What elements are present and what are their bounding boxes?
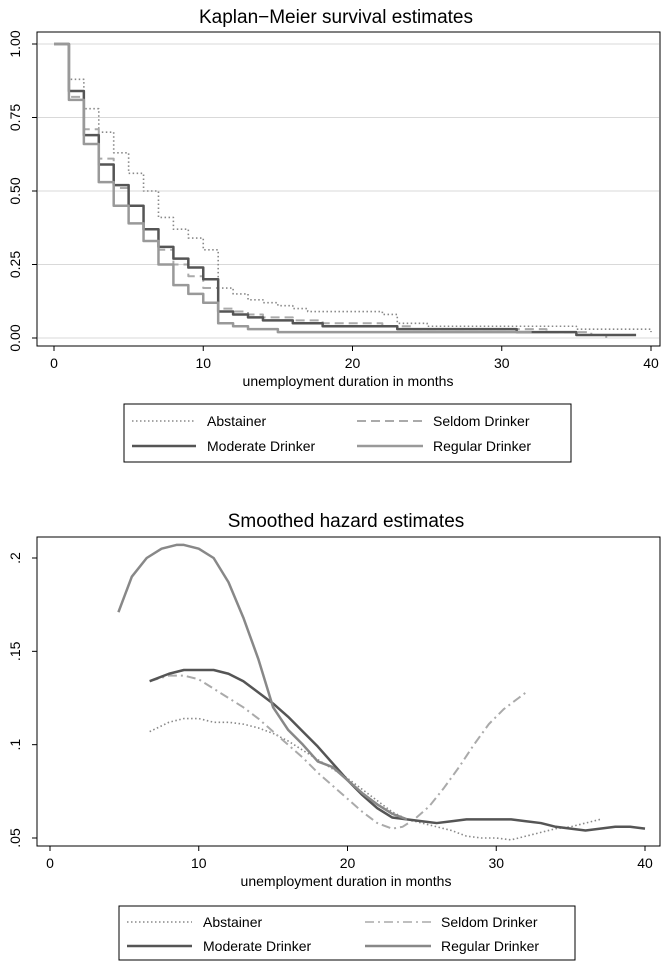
hz-y-tick-label: .2 [7, 552, 23, 564]
km-legend-label-abstainer: Abstainer [207, 413, 266, 429]
km-plot-frame [36, 31, 661, 347]
km-chart: Kaplan−Meier survival estimates 0.00 0.25… [7, 7, 661, 463]
hazard-legend-box [118, 905, 576, 961]
km-series-abstainer [54, 43, 652, 333]
hazard-series-group [117, 543, 646, 841]
hazard-plot-frame [36, 536, 661, 847]
hz-x-tick-label: 30 [488, 855, 504, 871]
hazard-legend: Abstainer Seldom Drinker Moderate Drinke… [118, 905, 576, 961]
km-y-tick-label: 0.50 [7, 177, 23, 204]
km-y-tick-label: 1.00 [7, 30, 23, 57]
hz-series-moderate-drinker [149, 668, 646, 832]
hz-y-tick-label: .15 [7, 641, 23, 661]
hazard-legend-label-moderate: Moderate Drinker [203, 938, 311, 954]
km-series-group [54, 42, 652, 338]
km-x-axis: 0 10 20 30 40 [50, 346, 659, 371]
km-legend-label-moderate: Moderate Drinker [207, 438, 315, 454]
km-x-tick-label: 20 [345, 355, 361, 371]
hz-y-tick-label: .1 [7, 739, 23, 751]
km-gridlines [38, 43, 659, 339]
hazard-x-axis-label: unemployment duration in months [241, 873, 452, 889]
km-x-tick-label: 30 [494, 355, 510, 371]
hz-series-abstainer [149, 717, 601, 841]
km-legend-box [123, 403, 572, 463]
hz-x-tick-label: 20 [340, 855, 356, 871]
hazard-x-axis: 0 10 20 30 40 [46, 846, 653, 871]
hazard-chart: Smoothed hazard estimates .05 .1 .15 .2 0 10… [7, 511, 661, 961]
km-x-tick-label: 0 [50, 355, 58, 371]
km-title: Kaplan−Meier survival estimates [199, 7, 473, 28]
km-y-axis: 0.00 0.25 0.50 0.75 1.00 [7, 30, 37, 352]
km-series-moderate-drinker [54, 42, 637, 337]
km-y-tick-label: 0.00 [7, 324, 23, 351]
km-y-tick-label: 0.25 [7, 251, 23, 278]
km-x-axis-label: unemployment duration in months [243, 373, 454, 389]
hazard-legend-label-seldom: Seldom Drinker [441, 914, 538, 930]
km-y-tick-label: 0.75 [7, 104, 23, 131]
km-legend-label-seldom: Seldom Drinker [433, 413, 530, 429]
hz-x-tick-label: 10 [191, 855, 207, 871]
km-series-regular-drinker [54, 42, 532, 334]
hazard-y-axis: .05 .1 .15 .2 [7, 552, 37, 848]
hz-x-tick-label: 40 [637, 855, 653, 871]
hazard-legend-label-abstainer: Abstainer [203, 914, 262, 930]
hz-series-seldom-drinker [149, 674, 527, 830]
km-x-tick-label: 40 [643, 355, 659, 371]
hz-series-regular-drinker [117, 543, 408, 821]
km-legend-label-regular: Regular Drinker [433, 438, 531, 454]
hz-y-tick-label: .05 [7, 828, 23, 848]
km-x-tick-label: 10 [195, 355, 211, 371]
hazard-title: Smoothed hazard estimates [228, 511, 465, 532]
hz-x-tick-label: 0 [46, 855, 54, 871]
km-legend: Abstainer Seldom Drinker Moderate Drinke… [123, 403, 572, 463]
hazard-legend-label-regular: Regular Drinker [441, 938, 539, 954]
